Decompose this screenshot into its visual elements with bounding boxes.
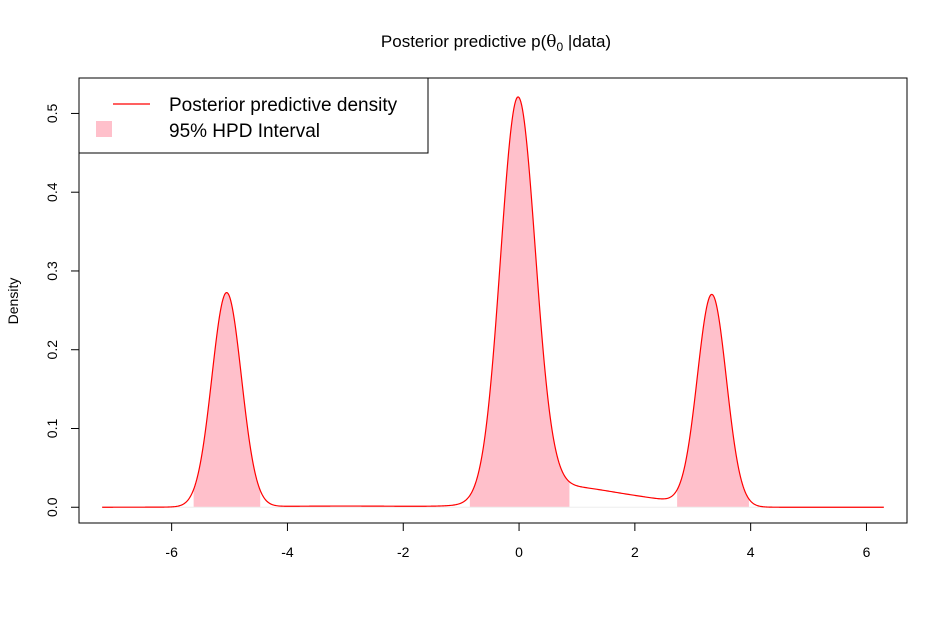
y-tick-label: 0.5 [44,104,60,124]
x-axis: -6 -4 -2 0 2 4 6 [165,522,871,560]
y-tick-label: 0.1 [44,419,60,439]
x-tick-label: 6 [863,544,871,560]
x-tick-label: -4 [281,544,294,560]
x-tick-label: -2 [397,544,410,560]
legend-label-hpd: 95% HPD Interval [169,121,320,142]
legend-box [78,77,429,154]
chart-title-theta: θ [546,32,556,52]
chart-title-prefix: Posterior predictive p( [381,32,547,51]
y-axis-title: Density [5,278,21,325]
hpd-interval-fill-2 [469,96,570,508]
y-tick-label: 0.3 [44,261,60,281]
y-tick-label: 0.4 [44,182,60,202]
y-tick-label: 0.0 [44,497,60,517]
x-tick-label: 4 [747,544,755,560]
x-tick-label: 0 [515,544,523,560]
hpd-fill-group [193,96,749,508]
legend-label-density: Posterior predictive density [169,95,398,116]
legend-fill-swatch [96,121,112,137]
density-series-line [102,96,884,508]
x-tick-label: -6 [165,544,178,560]
hpd-interval-fill-1 [193,292,261,508]
y-tick-label: 0.2 [44,340,60,360]
legend: Posterior predictive density 95% HPD Int… [78,77,429,154]
chart-title-subscript: 0 [557,40,564,54]
x-tick-label: 2 [631,544,639,560]
y-axis: 0.0 0.1 0.2 0.3 0.4 0.5 [44,104,80,517]
chart-title-suffix: |data) [563,32,611,51]
chart-title: Posterior predictive p(θ0 |data) [381,32,611,54]
svg-text:Posterior predictive p(θ0 |dat: Posterior predictive p(θ0 |data) [381,32,611,54]
hpd-interval-fill-3 [677,294,749,508]
